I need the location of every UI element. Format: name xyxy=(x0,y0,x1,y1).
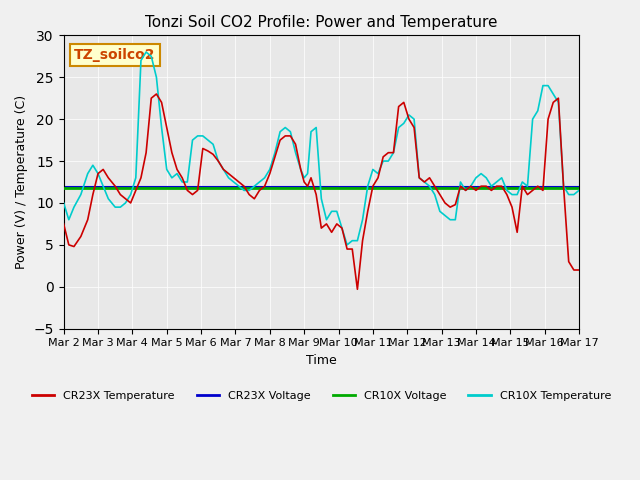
X-axis label: Time: Time xyxy=(306,354,337,367)
Title: Tonzi Soil CO2 Profile: Power and Temperature: Tonzi Soil CO2 Profile: Power and Temper… xyxy=(145,15,497,30)
Legend: CR23X Temperature, CR23X Voltage, CR10X Voltage, CR10X Temperature: CR23X Temperature, CR23X Voltage, CR10X … xyxy=(28,386,615,405)
Y-axis label: Power (V) / Temperature (C): Power (V) / Temperature (C) xyxy=(15,95,28,269)
Text: TZ_soilco2: TZ_soilco2 xyxy=(74,48,156,62)
